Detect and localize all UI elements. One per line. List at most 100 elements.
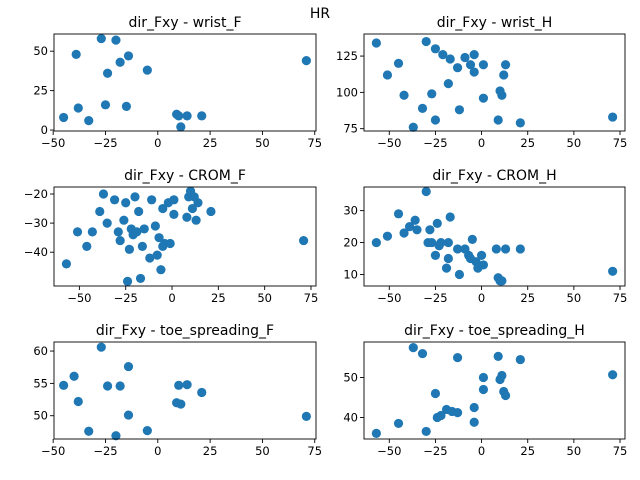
x-tick-label: 25 <box>203 444 218 458</box>
scatter-point <box>191 215 201 225</box>
scatter-point <box>111 431 121 441</box>
scatter-point <box>154 233 164 243</box>
scatter-point <box>454 105 465 115</box>
x-tick-label: −50 <box>377 444 401 458</box>
scatter-point <box>421 186 431 197</box>
x-tick-label: 25 <box>520 136 535 150</box>
axes-frame <box>363 33 626 132</box>
scatter-point <box>493 351 503 361</box>
scatter-point <box>436 410 446 421</box>
scatter-point <box>410 215 420 225</box>
scatter-point <box>515 354 525 365</box>
scatter-point <box>430 115 441 125</box>
scatter-point <box>454 269 465 280</box>
scatter-point <box>443 79 453 89</box>
y-tick-label: 100 <box>336 85 358 99</box>
scatter-point <box>382 70 393 80</box>
scatter-point <box>412 225 422 235</box>
scatter-point <box>465 60 476 70</box>
scatter-point <box>197 387 207 398</box>
scatter-point <box>113 227 123 237</box>
subplot-5: dir_Fxy - toe_spreading_F −50 −25 0 25 50 75 50… <box>33 323 322 458</box>
scatter-point <box>150 221 160 231</box>
axes-frame <box>53 33 317 132</box>
y-tick-label: 20 <box>343 236 358 250</box>
scatter-point <box>142 65 152 75</box>
subplot-title: dir_Fxy - toe_spreading_F <box>96 323 274 339</box>
scatter-point <box>515 118 525 128</box>
scatter-point <box>96 33 106 44</box>
x-tick-label: −50 <box>67 291 91 305</box>
scatter-point <box>478 260 489 270</box>
scatter-point <box>499 70 509 80</box>
scatter-point <box>469 50 479 60</box>
scatter-point <box>119 215 129 225</box>
scatter-point <box>145 253 155 263</box>
scatter-point <box>441 263 452 273</box>
scatter-point <box>452 63 463 73</box>
scatter-point <box>393 418 404 429</box>
scatter-point <box>298 235 309 246</box>
scatter-point <box>432 218 442 229</box>
scatter-point <box>476 250 487 260</box>
scatter-point <box>301 411 311 421</box>
scatter-point <box>122 276 133 286</box>
scatter-point <box>59 380 69 390</box>
scatter-point <box>301 56 311 66</box>
x-tick-label: 0 <box>168 291 175 305</box>
x-tick-label: 0 <box>478 136 485 150</box>
scatter-point <box>445 212 455 222</box>
scatter-point <box>95 206 105 217</box>
scatter-point <box>421 36 431 47</box>
scatter-point <box>176 399 186 409</box>
scatter-point <box>443 253 453 264</box>
x-tick-label: −25 <box>423 291 447 305</box>
y-tick-label: 55 <box>33 376 48 390</box>
scatter-point <box>61 259 72 269</box>
x-tick-label: −50 <box>41 136 65 150</box>
y-tick-label: 50 <box>33 409 48 423</box>
scatter-point <box>59 112 69 123</box>
scatter-point <box>147 195 157 205</box>
x-tick-label: 50 <box>255 444 270 458</box>
scatter-point <box>478 93 489 103</box>
scatter-point <box>84 426 94 436</box>
scatter-point <box>109 195 120 205</box>
scatter-point <box>427 89 437 99</box>
x-tick-label: −25 <box>423 444 447 458</box>
subplot-1: dir_Fxy - wrist_F −50 −25 0 25 50 75 0 25 50 <box>33 15 322 150</box>
y-tick-label: 60 <box>33 344 48 358</box>
scatter-point <box>425 225 435 235</box>
scatter-point <box>193 198 203 208</box>
scatter-point <box>500 390 511 401</box>
x-tick-label: 50 <box>257 291 272 305</box>
x-tick-label: 75 <box>613 136 628 150</box>
x-tick-label: 50 <box>567 444 582 458</box>
x-tick-label: 75 <box>304 291 319 305</box>
subplot-6: dir_Fxy - toe_spreading_H −50 −25 0 25 50 75 40… <box>343 323 627 458</box>
y-tick-label: −20 <box>24 187 48 201</box>
scatter-point <box>404 222 415 232</box>
scatter-point <box>445 54 455 64</box>
scatter-point <box>430 44 441 54</box>
scatter-point <box>176 122 186 132</box>
y-tick-label: 75 <box>343 122 358 136</box>
scatter-point <box>139 224 149 234</box>
scatter-point <box>497 370 507 381</box>
x-tick-label: −25 <box>93 136 117 150</box>
x-tick-label: −25 <box>114 291 138 305</box>
scatter-point <box>123 410 134 420</box>
scatter-point <box>115 57 125 67</box>
x-tick-label: 25 <box>520 444 535 458</box>
scatter-point <box>460 52 470 63</box>
scatter-point <box>206 206 216 217</box>
scatter-point <box>443 237 453 248</box>
scatter-point <box>452 244 463 254</box>
x-tick-label: 75 <box>613 444 628 458</box>
x-tick-label: 0 <box>478 444 485 458</box>
scatter-point <box>152 250 162 260</box>
scatter-point <box>165 238 175 249</box>
scatter-point <box>115 381 125 391</box>
scatter-point <box>72 227 83 237</box>
